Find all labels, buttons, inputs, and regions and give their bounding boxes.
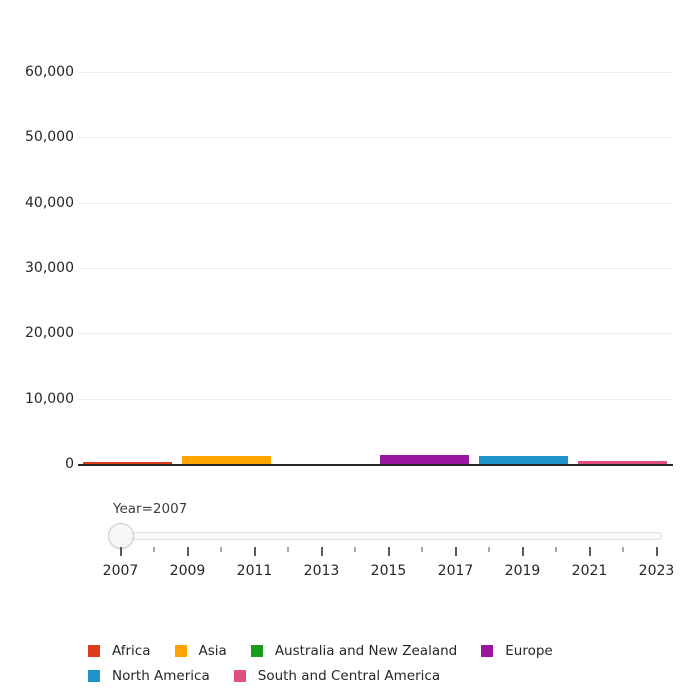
legend-label: South and Central America [257,668,441,684]
slider-year-label-2021[interactable]: 2021 [571,563,608,579]
slider-year-label-2023[interactable]: 2023 [638,563,675,579]
gridline [78,202,672,204]
legend-item-south-and-central-america[interactable]: South and Central America [233,668,441,684]
slider-tick-2010[interactable] [220,547,222,552]
gridline [78,72,672,73]
legend-swatch-south-and-central-america [233,670,246,682]
year-slider-track[interactable] [110,532,662,540]
legend-item-asia[interactable]: Asia [174,643,227,659]
slider-tick-2013[interactable] [320,547,323,556]
slider-tick-2021[interactable] [588,547,591,556]
slider-tick-2019[interactable] [521,547,524,556]
slider-tick-2011[interactable] [253,547,256,556]
y-tick-label: 30,000 [25,260,74,276]
legend-label: North America [112,668,210,684]
slider-year-label-2013[interactable]: 2013 [303,563,340,579]
slider-year-label-2007[interactable]: 2007 [102,563,139,579]
legend-label: Europe [505,643,553,659]
legend-swatch-europe [481,645,494,657]
slider-tick-2009[interactable] [186,547,189,556]
x-axis-line [78,464,673,466]
slider-year-label-2011[interactable]: 2011 [236,563,273,579]
bar-africa [83,462,172,464]
legend: Africa Asia Australia and New Zealand Europ… [88,643,593,684]
slider-tick-2008[interactable] [153,547,155,552]
slider-current-value-label: Year=2007 [113,501,188,517]
legend-label: Asia [198,643,227,659]
gridline [78,137,672,139]
legend-label: Africa [112,643,151,659]
slider-tick-2023[interactable] [655,547,658,556]
gridline [78,398,672,400]
bar-north-america [479,456,568,464]
gridline [78,333,672,335]
slider-tick-2016[interactable] [421,547,423,552]
y-tick-label: 10,000 [25,390,74,407]
y-tick-label: 50,000 [25,129,74,146]
legend-item-europe[interactable]: Europe [481,643,553,659]
slider-tick-2015[interactable] [387,547,390,556]
y-tick-label: 20,000 [25,325,74,342]
slider-year-label-2009[interactable]: 2009 [169,563,206,579]
slider-year-label-2015[interactable]: 2015 [370,563,407,579]
bar-asia [182,455,271,464]
slider-year-label-2019[interactable]: 2019 [504,563,541,579]
legend-item-north-america[interactable]: North America [88,668,210,684]
y-tick-label: 40,000 [25,194,74,211]
legend-swatch-north-america [88,670,100,682]
legend-swatch-africa [88,645,100,657]
legend-item-australia-and-new-zealand[interactable]: Australia and New Zealand [250,643,458,659]
slider-tick-2020[interactable] [555,547,557,552]
slider-tick-2012[interactable] [287,547,289,552]
legend-swatch-asia [174,645,187,657]
slider-year-label-2017[interactable]: 2017 [437,563,474,579]
year-slider-handle[interactable] [108,523,134,549]
slider-tick-2018[interactable] [488,547,490,552]
slider-tick-2022[interactable] [622,547,624,552]
y-tick-label: 60,000 [25,64,74,80]
slider-tick-2007[interactable] [119,547,122,556]
y-tick-label: 0 [65,456,74,472]
legend-item-africa[interactable]: Africa [88,643,151,659]
legend-swatch-australia-and-new-zealand [250,645,263,657]
legend-label: Australia and New Zealand [274,643,458,659]
bar-south-and-central-america [578,461,667,464]
slider-tick-2014[interactable] [354,547,356,552]
bar-europe [380,454,469,464]
gridline [78,268,672,269]
slider-tick-2017[interactable] [454,547,457,556]
